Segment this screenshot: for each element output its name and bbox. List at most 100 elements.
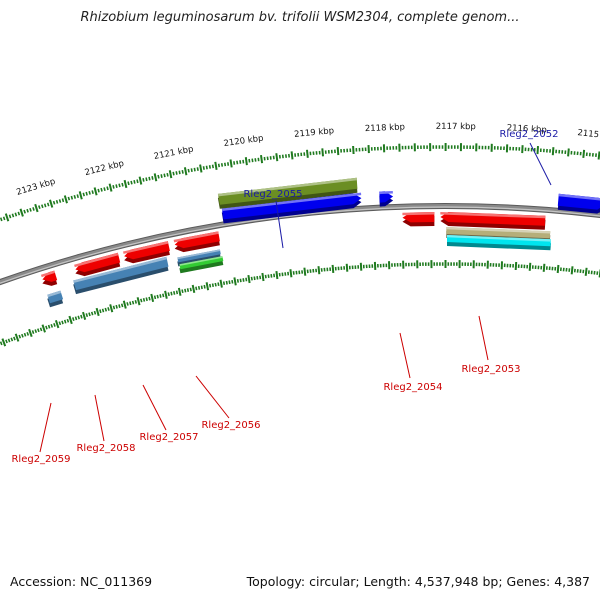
- minor-tick: [251, 158, 254, 163]
- minor-tick: [189, 287, 192, 292]
- major-tick: [78, 191, 83, 200]
- minor-tick: [203, 284, 206, 289]
- major-tick: [150, 293, 155, 303]
- feature-highlight: [179, 256, 223, 266]
- major-tick: [123, 179, 128, 189]
- major-tick: [4, 213, 10, 222]
- minor-tick: [217, 163, 220, 168]
- gene-label-text: Rleg2_2057: [139, 432, 198, 443]
- minor-tick: [77, 315, 80, 320]
- major-tick: [138, 176, 143, 185]
- minor-tick: [153, 295, 157, 300]
- genome-stats-text: Topology: circular; Length: 4,537,948 bp…: [246, 574, 590, 589]
- minor-tick: [156, 294, 159, 299]
- kbp-tick-label: 2116 kbp: [506, 123, 547, 135]
- minor-tick: [55, 199, 59, 204]
- feature-highlight: [40, 270, 55, 278]
- minor-tick: [39, 327, 43, 332]
- feature-red-2058: [74, 252, 121, 277]
- minor-tick: [50, 323, 54, 328]
- minor-tick: [202, 166, 205, 170]
- minor-tick: [41, 204, 44, 209]
- major-tick: [168, 170, 173, 179]
- minor-tick: [115, 304, 118, 309]
- feature-highlight: [47, 290, 62, 298]
- minor-tick: [97, 188, 100, 193]
- minor-tick: [254, 158, 257, 162]
- major-tick: [122, 300, 127, 309]
- minor-tick: [72, 317, 75, 322]
- major-tick: [229, 159, 233, 168]
- minor-tick: [7, 338, 11, 343]
- minor-tick: [0, 341, 3, 346]
- minor-tick: [90, 311, 94, 316]
- major-tick: [290, 151, 294, 160]
- map-title: Rhizobium leguminosarum bv. trifolii WSM…: [80, 10, 520, 25]
- gene-label-rleg2-2055: Rleg2_2055: [243, 189, 303, 249]
- minor-tick: [264, 274, 267, 279]
- major-tick: [214, 161, 218, 170]
- leader-line: [142, 384, 167, 431]
- major-tick: [108, 183, 113, 192]
- major-tick: [303, 267, 307, 276]
- major-tick: [199, 164, 203, 173]
- major-tick: [597, 151, 600, 160]
- major-tick: [233, 277, 237, 286]
- minor-tick: [38, 205, 41, 210]
- minor-tick: [58, 321, 62, 326]
- minor-tick: [29, 207, 32, 212]
- gene-label-text: Rleg2_2056: [201, 420, 260, 431]
- feature-highlight: [217, 177, 357, 197]
- minor-tick: [181, 169, 184, 174]
- minor-tick: [8, 214, 12, 219]
- major-tick: [352, 145, 355, 155]
- feature-highlight: [440, 212, 546, 219]
- gene-label-text: Rleg2_2054: [383, 382, 442, 393]
- minor-tick: [32, 207, 35, 211]
- kbp-tick-label: 2119 kbp: [294, 126, 335, 140]
- minor-tick: [67, 196, 71, 201]
- minor-tick: [26, 208, 29, 213]
- minor-tick: [66, 318, 70, 323]
- minor-tick: [157, 174, 160, 179]
- major-tick: [177, 287, 182, 296]
- minor-tick: [47, 324, 51, 329]
- leader-line: [529, 142, 552, 186]
- minor-tick: [159, 294, 162, 298]
- minor-tick: [195, 286, 198, 291]
- minor-tick: [190, 168, 193, 173]
- minor-tick: [151, 176, 154, 180]
- feature-blue-top: [557, 193, 600, 214]
- minor-tick: [17, 211, 21, 216]
- minor-tick: [101, 308, 105, 313]
- minor-tick: [173, 291, 176, 295]
- minor-tick: [85, 191, 88, 196]
- minor-tick: [88, 190, 91, 195]
- feature-highlight: [379, 191, 393, 195]
- minor-tick: [107, 307, 110, 311]
- minor-tick: [13, 336, 16, 341]
- minor-tick: [61, 320, 64, 325]
- minor-tick: [5, 339, 8, 344]
- major-tick: [542, 263, 546, 272]
- feature-steel-2059: [47, 290, 64, 308]
- major-tick: [260, 154, 264, 164]
- minor-tick: [220, 163, 224, 167]
- minor-tick: [74, 316, 78, 321]
- minor-tick: [163, 173, 166, 178]
- minor-tick: [187, 168, 190, 173]
- gene-label-text: Rleg2_2055: [243, 189, 302, 200]
- minor-tick: [211, 283, 214, 288]
- minor-tick: [134, 300, 137, 304]
- feature-highlight: [177, 249, 221, 260]
- minor-tick: [239, 278, 242, 283]
- minor-tick: [214, 282, 217, 287]
- feature-highlight: [173, 231, 219, 243]
- major-tick: [570, 266, 574, 275]
- minor-tick: [197, 285, 201, 290]
- minor-tick: [104, 307, 108, 312]
- minor-tick: [18, 334, 22, 339]
- minor-tick: [200, 285, 203, 290]
